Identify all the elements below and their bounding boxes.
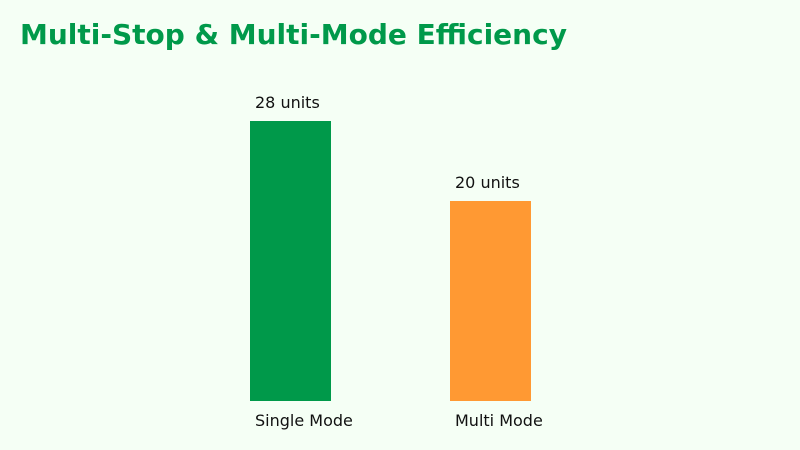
bar-multi-mode bbox=[450, 201, 531, 401]
chart-title: Multi-Stop & Multi-Mode Efficiency bbox=[20, 18, 567, 51]
category-label-single-mode: Single Mode bbox=[255, 411, 353, 430]
category-label-multi-mode: Multi Mode bbox=[455, 411, 543, 430]
data-label-single-mode: 28 units bbox=[255, 93, 320, 112]
data-label-multi-mode: 20 units bbox=[455, 173, 520, 192]
bar-single-mode bbox=[250, 121, 331, 401]
